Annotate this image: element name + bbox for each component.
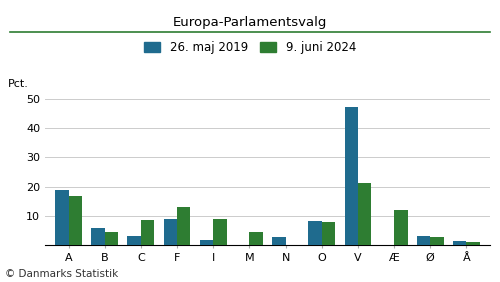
Bar (141, 219, 154, 245)
Bar (55, 190, 68, 245)
Bar (200, 240, 213, 245)
Bar (417, 236, 430, 245)
Bar (430, 237, 444, 245)
Bar (177, 207, 190, 245)
Bar (92, 228, 104, 245)
Bar (164, 219, 177, 245)
Text: Pct.: Pct. (8, 79, 28, 89)
Bar (213, 219, 226, 245)
Legend: 26. maj 2019, 9. juni 2024: 26. maj 2019, 9. juni 2024 (144, 41, 356, 54)
Bar (128, 236, 141, 245)
Bar (308, 221, 322, 245)
Bar (453, 241, 466, 245)
Bar (104, 232, 118, 245)
Text: Europa-Parlamentsvalg: Europa-Parlamentsvalg (173, 16, 327, 28)
Bar (322, 222, 335, 245)
Bar (250, 232, 263, 245)
Bar (68, 196, 82, 245)
Bar (344, 107, 358, 245)
Bar (394, 210, 407, 245)
Bar (272, 237, 285, 245)
Text: © Danmarks Statistik: © Danmarks Statistik (5, 269, 118, 279)
Bar (466, 241, 480, 245)
Bar (358, 184, 372, 245)
